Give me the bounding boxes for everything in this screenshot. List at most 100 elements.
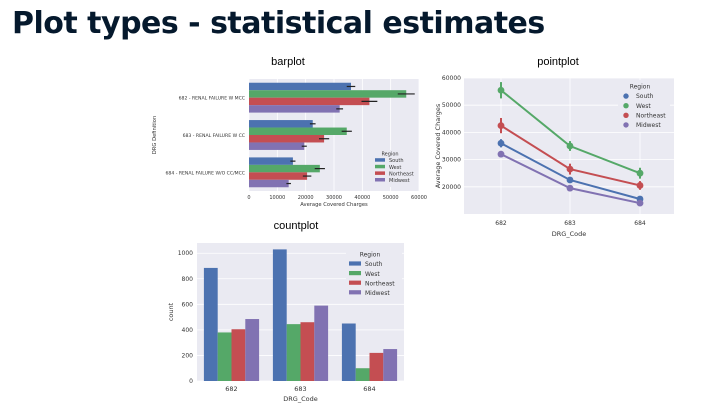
legend-label-west: West (365, 271, 380, 278)
pointplot-point-midwest (566, 184, 574, 192)
barplot-bar-northeast (249, 97, 370, 106)
legend-label-west: West (636, 103, 651, 110)
pointplot-point-northeast (566, 165, 574, 173)
countplot-xlabel: DRG_Code (283, 395, 317, 403)
pointplot-point-northeast (636, 182, 644, 189)
legend-title: Region (360, 252, 381, 259)
pointplot-ytick: 40000 (442, 129, 461, 136)
legend-swatch-south (349, 261, 361, 266)
countplot-bar-south (272, 249, 287, 381)
countplot-title: countplot (273, 220, 319, 232)
countplot-bar-west (217, 332, 232, 381)
countplot-bar-northeast (300, 322, 315, 381)
countplot-ytick: 0 (189, 378, 193, 385)
barplot-xtick: 10000 (269, 195, 285, 201)
countplot-ytick: 1000 (178, 250, 193, 257)
legend-swatch-west (375, 164, 385, 169)
pointplot-point-west (566, 142, 574, 150)
legend-marker-west (623, 103, 629, 109)
countplot-xtick: 683 (294, 385, 306, 393)
barplot-bar-west (249, 164, 320, 173)
legend-swatch-midwest (375, 178, 385, 182)
pointplot-point-west (636, 169, 644, 177)
legend-title: Region (630, 84, 651, 91)
countplot-ylabel: count (167, 302, 175, 321)
countplot-bar-south (341, 323, 356, 381)
pointplot-ytick: 50000 (442, 102, 461, 109)
countplot-bar-northeast (231, 329, 246, 381)
barplot-xtick: 20000 (298, 195, 314, 201)
countplot-ytick: 400 (182, 327, 194, 334)
slide-title: Plot types - statistical estimates (12, 6, 545, 41)
barplot-category-label: 684 - RENAL FAILURE W/O CC/MCC (165, 170, 245, 176)
barplot-xtick: 0 (247, 195, 250, 201)
countplot-bar-midwest (383, 349, 398, 381)
barplot-ylabel: DRG Definition (152, 116, 158, 154)
legend-marker-northeast (623, 112, 629, 119)
legend-label-midwest: Midwest (365, 290, 390, 297)
legend-label-midwest: Midwest (636, 122, 661, 129)
pointplot-point-west (497, 86, 505, 94)
countplot-xtick: 684 (363, 385, 375, 393)
legend-swatch-south (375, 158, 385, 162)
barplot-bar-west (249, 127, 347, 135)
pointplot-ylabel: Average Covered Charges (434, 103, 442, 188)
countplot-ytick: 600 (182, 301, 194, 308)
countplot-bar-northeast (369, 352, 384, 381)
pointplot-point-midwest (497, 150, 505, 158)
countplot-bar-west (286, 324, 301, 381)
pointplot-point-midwest (636, 199, 644, 207)
pointplot-title: pointplot (537, 56, 579, 68)
legend-label-south: South (365, 261, 383, 268)
legend-swatch-northeast (349, 280, 361, 285)
pointplot-point-south (497, 139, 505, 147)
pointplot-point-northeast (497, 122, 505, 129)
barplot-bar-midwest (249, 105, 340, 113)
legend-label-northeast: Northeast (636, 112, 666, 119)
barplot-bar-west (249, 90, 407, 98)
barplot-category-label: 682 - RENAL FAILURE W MCC (179, 96, 245, 102)
countplot-ytick: 800 (182, 276, 194, 283)
barplot-bar-northeast (249, 135, 325, 143)
barplot-category-label: 683 - RENAL FAILURE W CC (183, 133, 245, 139)
barplot-bar-midwest (249, 179, 289, 188)
pointplot-xtick: 682 (495, 220, 507, 227)
pointplot-ytick: 60000 (442, 75, 461, 82)
legend-marker-midwest (623, 122, 629, 128)
countplot-bar-midwest (245, 319, 260, 381)
barplot-title: barplot (271, 56, 305, 68)
countplot-ytick: 200 (182, 352, 194, 359)
pointplot-ytick: 20000 (442, 184, 461, 191)
legend-label-northeast: Northeast (365, 280, 395, 287)
legend-label-south: South (636, 93, 654, 100)
legend-label-northeast: Northeast (389, 171, 414, 177)
legend-title: Region (381, 152, 398, 158)
pointplot-xtick: 683 (564, 220, 576, 227)
pointplot-ytick: 30000 (442, 157, 461, 164)
barplot-xtick: 60000 (411, 195, 427, 201)
legend-swatch-northeast (375, 171, 385, 175)
countplot-xtick: 682 (225, 385, 237, 393)
countplot-bar-west (355, 368, 370, 381)
legend-label-south: South (389, 158, 404, 164)
pointplot-xtick: 684 (634, 220, 646, 227)
pointplot-xlabel: DRG_Code (552, 230, 586, 238)
barplot-bar-south (249, 157, 293, 165)
countplot-bar-midwest (314, 305, 329, 381)
barplot-bar-northeast (249, 172, 308, 180)
barplot-bar-south (249, 120, 313, 128)
barplot-xlabel: Average Covered Charges (300, 202, 368, 208)
legend-swatch-midwest (349, 290, 361, 295)
barplot-xtick: 30000 (326, 195, 342, 201)
legend-label-west: West (389, 165, 401, 171)
barplot-xtick: 50000 (383, 195, 399, 201)
countplot-bar-south (203, 267, 218, 381)
barplot-xtick: 40000 (354, 195, 370, 201)
barplot-bar-midwest (249, 142, 305, 150)
barplot-bar-south (249, 82, 351, 91)
legend-label-midwest: Midwest (389, 178, 410, 184)
legend-swatch-west (349, 271, 361, 276)
